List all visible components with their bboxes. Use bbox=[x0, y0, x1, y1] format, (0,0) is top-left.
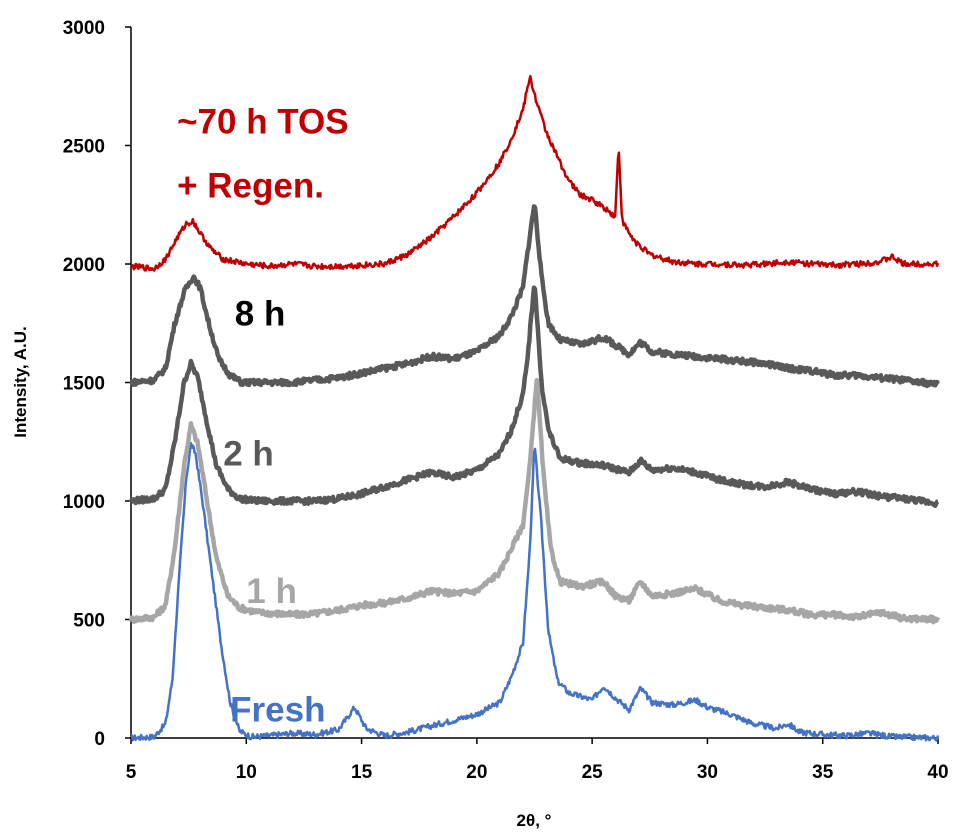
y-tick-label: 2000 bbox=[63, 255, 105, 276]
series-annotations: ~70 h TOS + Regen. 8 h 2 h 1 h Fresh bbox=[177, 103, 349, 730]
y-tick-label: 3000 bbox=[63, 18, 105, 39]
series-line-4 bbox=[129, 204, 940, 389]
y-tick-label: 500 bbox=[73, 611, 105, 632]
x-tick-label: 30 bbox=[697, 762, 718, 783]
x-tick-label: 40 bbox=[927, 762, 948, 783]
series-annotation: ~70 h TOS bbox=[177, 103, 349, 142]
y-tick-label: 1500 bbox=[63, 374, 105, 395]
x-tick-label: 20 bbox=[466, 762, 487, 783]
series-annotation: 2 h bbox=[223, 434, 274, 473]
x-tick-label: 35 bbox=[812, 762, 834, 783]
y-axis-title: Intensity, A.U. bbox=[11, 326, 30, 437]
x-tick-label: 5 bbox=[126, 762, 137, 783]
series-annotation: 1 h bbox=[246, 572, 297, 611]
series-line-1 bbox=[130, 441, 940, 742]
y-tick-label: 0 bbox=[94, 729, 105, 750]
y-tick-label: 2500 bbox=[63, 137, 105, 158]
y-tick-label: 1000 bbox=[63, 492, 105, 513]
series-annotation: Fresh bbox=[230, 690, 325, 729]
x-tick-labels: 5 10 15 20 25 30 35 40 bbox=[126, 738, 949, 783]
x-axis-title: 2θ, ° bbox=[517, 811, 552, 830]
series-line-2 bbox=[128, 377, 941, 625]
series-lines bbox=[128, 74, 941, 742]
series-annotation: 8 h bbox=[235, 295, 286, 334]
series-annotation: + Regen. bbox=[177, 167, 324, 206]
series-line-5 bbox=[129, 74, 940, 272]
series-line-3 bbox=[128, 285, 940, 509]
x-tick-label: 15 bbox=[351, 762, 373, 783]
x-tick-label: 10 bbox=[236, 762, 257, 783]
x-tick-label: 25 bbox=[582, 762, 604, 783]
y-tick-labels: 0 500 1000 1500 2000 2500 3000 bbox=[63, 18, 131, 750]
